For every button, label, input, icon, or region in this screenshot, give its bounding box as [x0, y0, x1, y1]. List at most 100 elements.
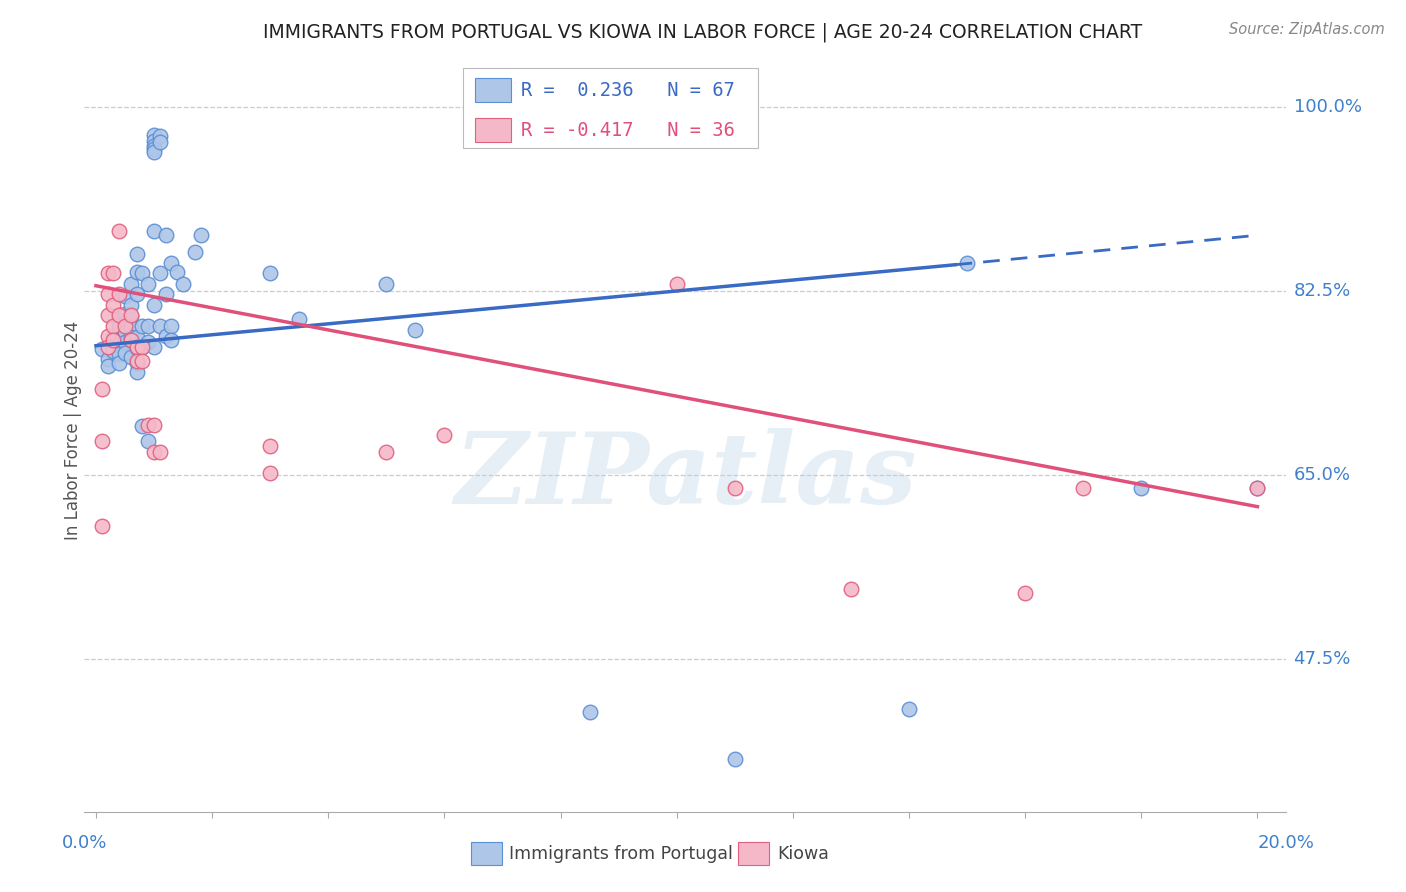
Point — [143, 134, 166, 148]
Point — [103, 343, 125, 358]
Point — [120, 298, 142, 312]
Text: R = -0.417   N = 36: R = -0.417 N = 36 — [520, 120, 734, 140]
Point — [131, 354, 153, 368]
Point — [103, 318, 125, 333]
Point — [143, 142, 166, 156]
Point — [125, 330, 148, 344]
Text: 0.0%: 0.0% — [62, 834, 107, 852]
FancyBboxPatch shape — [463, 68, 758, 148]
Point — [108, 287, 131, 301]
Point — [1246, 481, 1268, 495]
Point — [183, 245, 205, 260]
Point — [97, 329, 120, 343]
Point — [1014, 586, 1036, 600]
Y-axis label: In Labor Force | Age 20-24: In Labor Force | Age 20-24 — [65, 321, 82, 540]
Point — [131, 266, 153, 280]
Point — [131, 418, 153, 433]
Point — [90, 342, 112, 356]
Point — [103, 334, 125, 348]
Point — [108, 355, 131, 369]
Point — [259, 466, 281, 480]
Point — [160, 255, 183, 269]
Point — [125, 354, 148, 368]
Point — [131, 340, 153, 354]
Text: Immigrants from Portugal: Immigrants from Portugal — [509, 845, 733, 863]
Point — [114, 307, 136, 321]
Point — [108, 308, 131, 322]
Point — [108, 224, 131, 238]
Text: IMMIGRANTS FROM PORTUGAL VS KIOWA IN LABOR FORCE | AGE 20-24 CORRELATION CHART: IMMIGRANTS FROM PORTUGAL VS KIOWA IN LAB… — [263, 22, 1143, 42]
Point — [375, 445, 398, 459]
Point — [550, 129, 572, 144]
Point — [136, 334, 159, 349]
Point — [149, 266, 172, 280]
Text: 20.0%: 20.0% — [1258, 834, 1315, 852]
Point — [125, 287, 148, 301]
Point — [103, 331, 125, 345]
Point — [143, 224, 166, 238]
Point — [103, 336, 125, 351]
Point — [120, 330, 142, 344]
Point — [125, 340, 148, 354]
Point — [114, 316, 136, 330]
Point — [103, 266, 125, 280]
Text: 82.5%: 82.5% — [1294, 282, 1351, 300]
Point — [103, 298, 125, 312]
Point — [120, 310, 142, 324]
Point — [108, 334, 131, 348]
Point — [724, 481, 747, 495]
Point — [125, 355, 148, 369]
Point — [160, 334, 183, 348]
Point — [114, 289, 136, 303]
Point — [136, 318, 159, 333]
Point — [143, 340, 166, 354]
Text: 47.5%: 47.5% — [1294, 650, 1351, 668]
Point — [131, 340, 153, 354]
Point — [97, 340, 120, 354]
Point — [114, 334, 136, 349]
Text: ZIPatlas: ZIPatlas — [454, 428, 917, 524]
Point — [166, 265, 188, 279]
Point — [143, 145, 166, 160]
Point — [149, 318, 172, 333]
Point — [149, 129, 172, 144]
Point — [404, 323, 426, 337]
Text: 65.0%: 65.0% — [1294, 467, 1351, 484]
Point — [120, 277, 142, 291]
Point — [114, 325, 136, 339]
Point — [143, 417, 166, 432]
Point — [90, 382, 112, 396]
Point — [114, 346, 136, 360]
Point — [136, 417, 159, 432]
Point — [839, 582, 862, 596]
Point — [143, 445, 166, 459]
Text: 100.0%: 100.0% — [1294, 98, 1361, 116]
Point — [1130, 481, 1153, 495]
Point — [433, 428, 456, 442]
Point — [108, 318, 131, 333]
Point — [120, 319, 142, 334]
Point — [724, 752, 747, 766]
FancyBboxPatch shape — [475, 118, 512, 142]
Point — [108, 347, 131, 361]
Point — [97, 359, 120, 373]
Point — [108, 308, 131, 322]
Point — [1071, 481, 1094, 495]
Point — [97, 287, 120, 301]
Point — [125, 365, 148, 379]
Point — [375, 277, 398, 291]
Point — [172, 277, 194, 291]
Point — [143, 298, 166, 312]
Point — [97, 308, 120, 322]
Point — [136, 434, 159, 449]
Point — [114, 318, 136, 333]
Point — [120, 351, 142, 365]
Point — [125, 265, 148, 279]
Point — [665, 277, 688, 291]
Point — [90, 434, 112, 449]
Text: R =  0.236   N = 67: R = 0.236 N = 67 — [520, 80, 734, 100]
Point — [956, 255, 979, 269]
Point — [160, 318, 183, 333]
Point — [190, 228, 212, 243]
Point — [90, 518, 112, 533]
